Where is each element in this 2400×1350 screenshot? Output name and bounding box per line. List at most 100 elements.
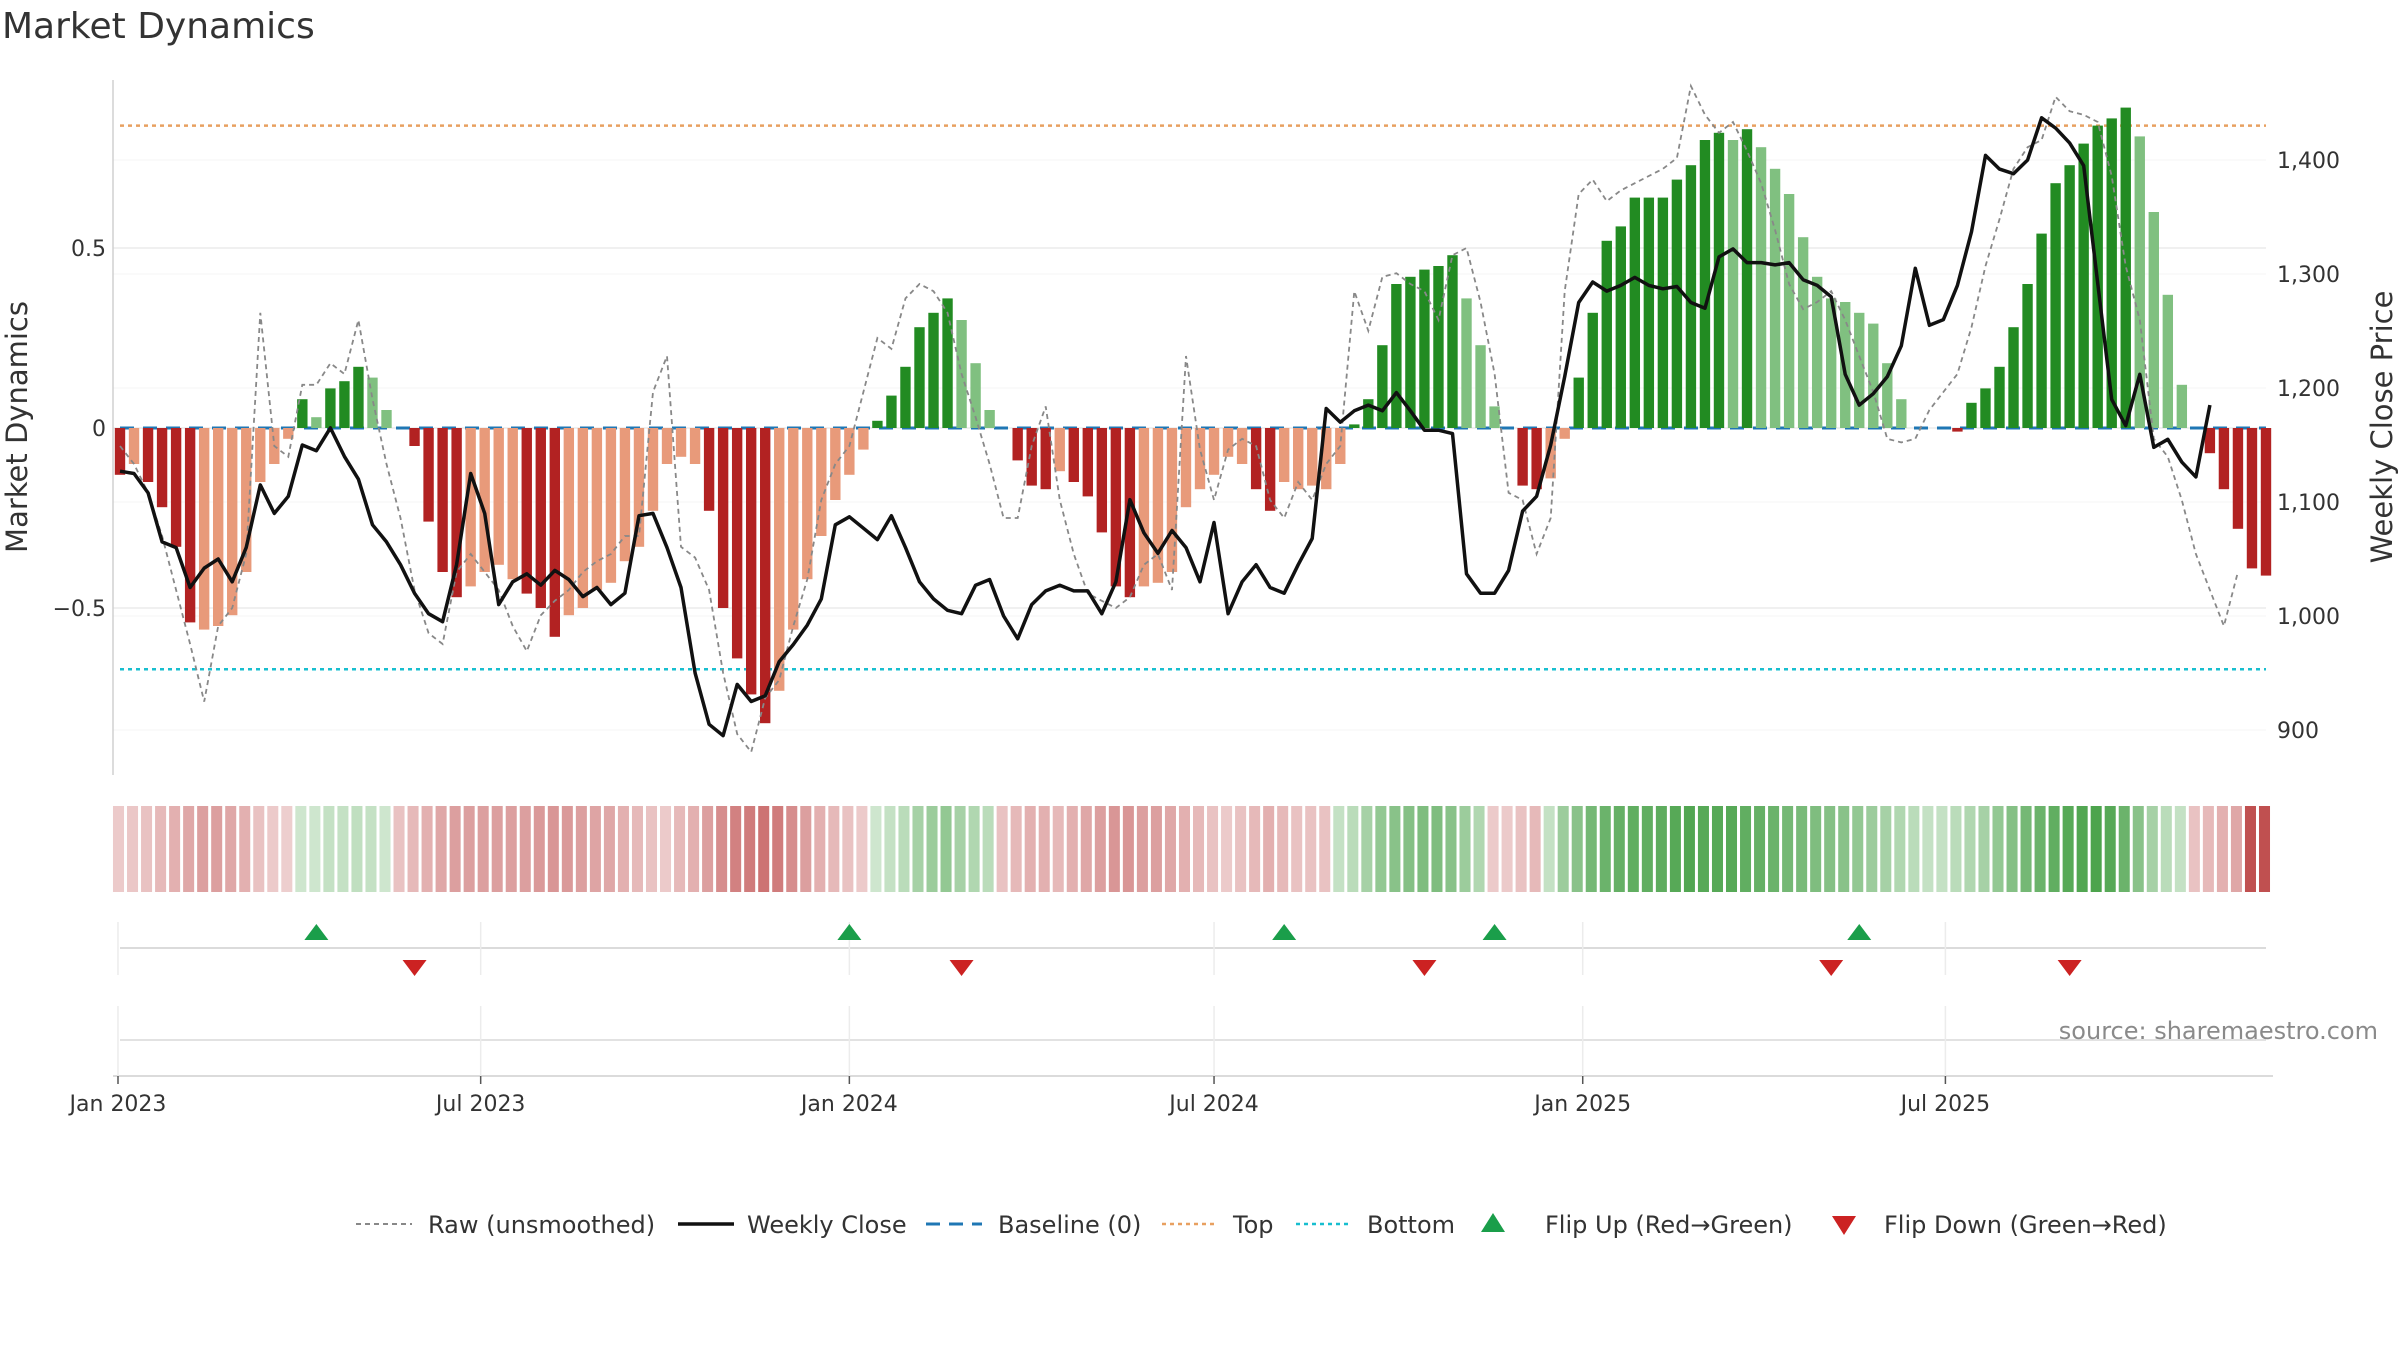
strip-cell [1796,806,1808,892]
x-tick-label: Jul 2025 [1899,1092,1991,1117]
strip-cell [1010,806,1022,892]
dynamics-bar [689,428,701,464]
flip-up-marker [304,924,329,940]
strip-cell [183,806,195,892]
dynamics-bar [1952,428,1963,432]
dynamics-bar [1966,402,1977,428]
dynamics-bar [1699,140,1711,428]
strip-cell [2202,806,2214,892]
dynamics-bar [928,312,939,428]
dynamics-bar [1068,428,1079,482]
strip-cell [1473,806,1485,892]
strip-cell [982,806,994,892]
flip-up-marker [837,924,862,940]
dynamics-bar [1026,428,1037,486]
x-tick-label: Jul 2023 [434,1092,526,1117]
strip-cell [463,806,475,892]
strip-cell [1108,806,1120,892]
dynamics-bar [1811,276,1823,428]
strip-cell [1417,806,1429,892]
dynamics-bar [633,428,645,547]
dynamics-bar [1994,366,2005,428]
strip-cell [2146,806,2158,892]
strip-cell [211,806,223,892]
dynamics-bar [1433,266,1444,428]
dynamics-bar [2050,183,2061,428]
dynamics-bar [1054,428,1065,472]
strip-cell [1683,806,1695,892]
strip-cell [1052,806,1064,892]
dynamics-bar [661,428,673,464]
dynamics-bar [1082,428,1093,497]
strip-cell [1066,806,1078,892]
flip-markers [304,924,2082,976]
dynamics-bar [1475,345,1486,428]
strip-cell [1305,806,1317,892]
strip-cell [141,806,153,892]
dynamics-bar [142,428,154,482]
flip-down-marker [2057,960,2082,976]
dynamics-bar [605,428,617,583]
strip-cell [2048,806,2060,892]
right-tick-label: 1,300 [2277,263,2340,288]
strip-cell [2216,806,2228,892]
dynamics-bar [2036,233,2047,428]
regime-strip [112,806,2271,892]
dynamics-bar [535,428,546,608]
strip-cell [1193,806,1205,892]
dynamics-bar [311,417,322,428]
dynamics-bar [745,428,757,695]
strip-cell [1768,806,1780,892]
legend-item-baseline: Baseline (0) [926,1211,1141,1239]
flip-up-marker [1847,924,1872,940]
flip-down-marker [949,960,974,976]
strip-cell [730,806,742,892]
strip-cell [1627,806,1639,892]
strip-cell [617,806,629,892]
strip-cell [1754,806,1766,892]
dynamics-bar [2134,136,2145,428]
strip-cell [912,806,924,892]
dynamics-bar [1531,428,1542,490]
time-axis-panel: Jan 2023 Jul 2023 Jan 2024 Jul 2024 Jan 2025… [68,1006,2378,1117]
strip-cell [2188,806,2200,892]
dynamics-bar [886,395,897,428]
dynamics-bar [1755,147,1767,428]
strip-cell [744,806,756,892]
dynamics-bar [325,388,336,428]
strip-cell [2104,806,2116,892]
dynamics-bar [1307,428,1318,486]
close-series [119,116,2212,738]
strip-cell [842,806,854,892]
strip-cell [1164,806,1176,892]
strip-cell [1403,806,1415,892]
dynamics-bar [507,428,518,580]
right-tick-label: 1,100 [2277,491,2340,516]
strip-cell [533,806,545,892]
strip-cell [112,806,125,892]
source-label: source: sharemaestro.com [2059,1017,2378,1045]
dynamics-bar [1278,428,1290,482]
legend-flip-up-label: Flip Up (Red→Green) [1545,1211,1793,1239]
dynamics-bar [1363,399,1374,428]
strip-cell [772,806,784,892]
dynamics-bar [381,410,392,428]
strip-cell [1838,806,1850,892]
dynamics-bar [563,428,575,616]
strip-cell [1122,806,1134,892]
dynamics-bar [2162,294,2174,428]
strip-cell [1178,806,1190,892]
dynamics-bar [816,428,827,536]
flip-up-marker [1272,924,1297,940]
right-tick-label: 900 [2277,719,2319,744]
dynamics-bar [1657,197,1669,428]
strip-cell [1207,806,1219,892]
dynamics-bar [1671,179,1683,428]
strip-cell [856,806,868,892]
dynamics-bar [1096,428,1108,533]
strip-cell [589,806,601,892]
strip-cell [1655,806,1667,892]
strip-cell [2174,806,2186,892]
strip-cell [1543,806,1555,892]
